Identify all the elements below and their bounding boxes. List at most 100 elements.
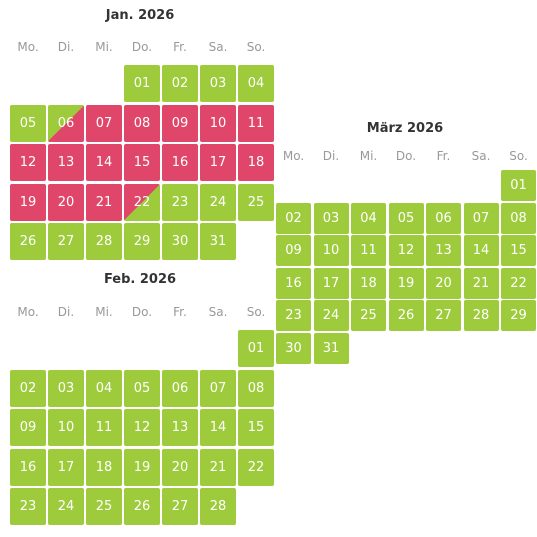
day-cell[interactable]: 28 [86, 223, 122, 261]
day-cell[interactable]: 27 [426, 300, 461, 331]
day-cell[interactable]: 19 [124, 448, 160, 486]
day-cell[interactable]: 03 [200, 65, 236, 102]
day-cell[interactable]: 26 [124, 488, 160, 526]
day-cell[interactable]: 19 [10, 183, 46, 221]
day-cell[interactable]: 05 [124, 369, 160, 407]
day-cell[interactable]: 10 [48, 409, 84, 447]
day-cell[interactable]: 17 [200, 144, 236, 182]
day-cell[interactable]: 20 [48, 183, 84, 221]
day-cell[interactable]: 27 [162, 488, 198, 526]
weekday-label: Mo. [17, 305, 39, 319]
day-cell[interactable]: 23 [162, 183, 198, 221]
day-cell[interactable]: 13 [48, 144, 84, 182]
day-cell[interactable]: 07 [463, 202, 499, 234]
weekday-label: Sa. [208, 305, 228, 319]
day-cell[interactable]: 21 [463, 267, 499, 299]
day-cell[interactable]: 14 [463, 235, 499, 266]
day-cell[interactable]: 24 [48, 488, 84, 526]
day-cell[interactable]: 24 [200, 183, 236, 221]
day-cell[interactable]: 04 [351, 202, 386, 234]
day-cell[interactable]: 16 [10, 448, 46, 486]
day-cell[interactable]: 30 [162, 223, 198, 261]
day-cell[interactable]: 30 [276, 332, 311, 364]
day-cell[interactable]: 02 [162, 65, 198, 102]
day-cell[interactable]: 26 [388, 300, 424, 331]
day-cell[interactable]: 10 [200, 104, 236, 142]
day-cell[interactable]: 28 [463, 300, 499, 331]
day-cell[interactable]: 16 [162, 144, 198, 182]
weekday-label: Mi. [95, 305, 113, 319]
day-cell[interactable]: 23 [10, 488, 46, 526]
day-cell[interactable]: 18 [351, 267, 386, 299]
weekday-label: Fr. [173, 40, 187, 54]
day-cell[interactable]: 04 [86, 369, 122, 407]
day-cell[interactable]: 17 [313, 267, 349, 299]
day-cell[interactable]: 15 [238, 409, 274, 447]
day-cell[interactable]: 05 [10, 104, 46, 142]
day-cell[interactable]: 01 [238, 330, 274, 367]
day-cell[interactable]: 25 [238, 183, 274, 221]
day-cell[interactable]: 11 [86, 409, 122, 447]
day-cell[interactable]: 09 [276, 235, 311, 266]
day-cell[interactable]: 17 [48, 448, 84, 486]
day-cell[interactable]: 25 [86, 488, 122, 526]
weekday-label: Mo. [17, 40, 39, 54]
day-cell[interactable]: 03 [48, 369, 84, 407]
day-cell[interactable]: 03 [313, 202, 349, 234]
day-cell[interactable]: 18 [86, 448, 122, 486]
day-cell[interactable]: 06 [426, 202, 461, 234]
day-cell[interactable]: 22 [124, 183, 160, 221]
day-cell[interactable]: 20 [162, 448, 198, 486]
day-cell[interactable]: 21 [200, 448, 236, 486]
day-cell[interactable]: 31 [313, 332, 349, 364]
day-cell[interactable]: 06 [48, 104, 84, 142]
day-cell[interactable]: 15 [124, 144, 160, 182]
day-cell[interactable]: 26 [10, 223, 46, 261]
day-cell[interactable]: 14 [86, 144, 122, 182]
day-cell[interactable]: 31 [200, 223, 236, 261]
day-cell[interactable]: 12 [124, 409, 160, 447]
day-cell[interactable]: 09 [162, 104, 198, 142]
day-cell[interactable]: 08 [238, 369, 274, 407]
day-cell[interactable]: 10 [313, 235, 349, 266]
weekday-label: Fr. [173, 305, 187, 319]
day-cell[interactable]: 06 [162, 369, 198, 407]
month-title: Feb. 2026 [103, 272, 177, 287]
day-cell[interactable]: 29 [124, 223, 160, 261]
day-cell[interactable]: 01 [124, 65, 160, 102]
day-cell[interactable]: 08 [124, 104, 160, 142]
day-cell[interactable]: 21 [86, 183, 122, 221]
day-cell[interactable]: 09 [10, 409, 46, 447]
day-cell[interactable]: 22 [501, 267, 536, 299]
month-title: Jan. 2026 [105, 8, 175, 23]
day-cell[interactable]: 08 [501, 202, 536, 234]
day-cell[interactable]: 07 [86, 104, 122, 142]
day-cell[interactable]: 12 [388, 235, 424, 266]
day-cell[interactable]: 28 [200, 488, 236, 526]
day-cell[interactable]: 22 [238, 448, 274, 486]
day-cell[interactable]: 11 [238, 104, 274, 142]
day-cell[interactable]: 25 [351, 300, 386, 331]
day-cell[interactable]: 18 [238, 144, 274, 182]
day-cell[interactable]: 02 [10, 369, 46, 407]
weekday-label: Do. [131, 305, 153, 319]
day-cell[interactable]: 27 [48, 223, 84, 261]
day-cell[interactable]: 12 [10, 144, 46, 182]
day-cell[interactable]: 24 [313, 300, 349, 331]
day-cell[interactable]: 14 [200, 409, 236, 447]
day-cell[interactable]: 13 [426, 235, 461, 266]
day-cell[interactable]: 16 [276, 267, 311, 299]
day-cell[interactable]: 19 [388, 267, 424, 299]
day-cell[interactable]: 20 [426, 267, 461, 299]
day-cell[interactable]: 15 [501, 235, 536, 266]
day-cell[interactable]: 13 [162, 409, 198, 447]
day-cell[interactable]: 07 [200, 369, 236, 407]
day-cell[interactable]: 02 [276, 202, 311, 234]
day-cell[interactable]: 01 [501, 170, 536, 201]
day-cell[interactable]: 29 [501, 300, 536, 331]
day-cell[interactable]: 23 [276, 300, 311, 331]
day-cell[interactable]: 05 [388, 202, 424, 234]
weekday-label: Fr. [436, 149, 451, 163]
day-cell[interactable]: 04 [238, 65, 274, 102]
day-cell[interactable]: 11 [351, 235, 386, 266]
